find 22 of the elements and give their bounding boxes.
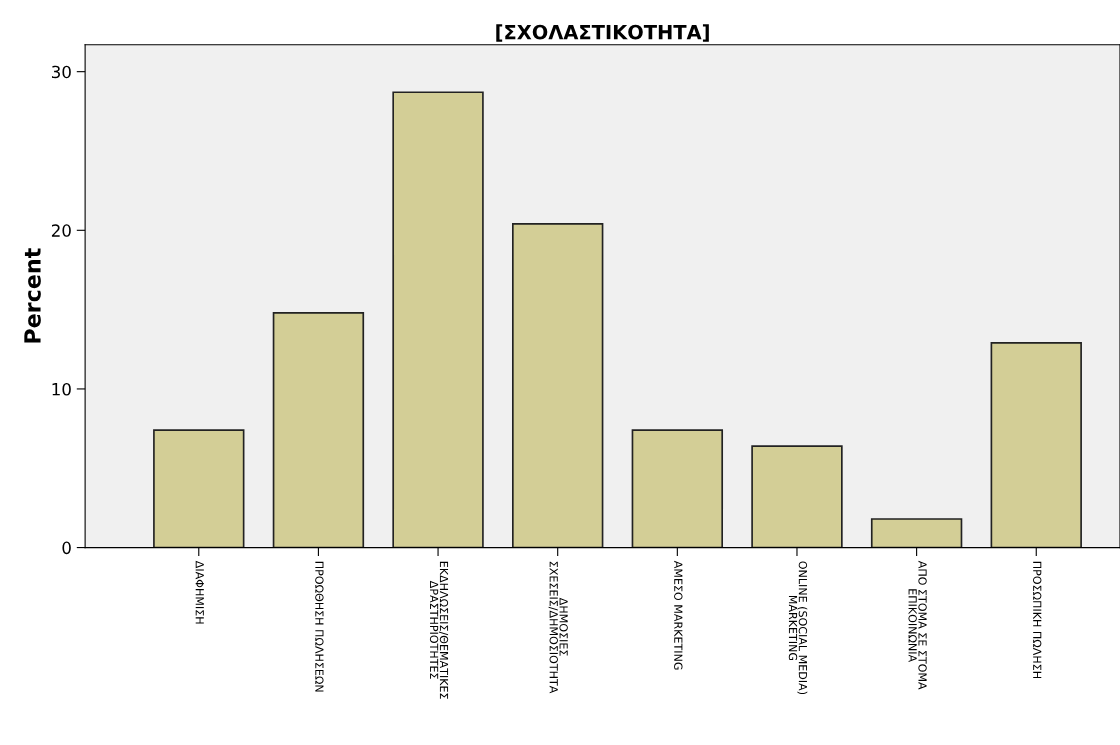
y-tick-label: 10 <box>52 382 71 396</box>
chart-title: [ΣΧΟΛΑΣΤΙΚΟΤΗΤΑ] <box>496 24 709 42</box>
x-tick-label: ΔΗΜΟΣΙΕΣ ΣΧΕΣΕΙΣ/ΔΗΜΟΣΙΟΤΗΤΑ <box>548 561 568 694</box>
x-tick-label: ΑΠΟ ΣΤΟΜΑ ΣΕ ΣΤΟΜΑ ΕΠΙΚΟΙΝΩΝΙΑ <box>908 560 927 690</box>
x-tick-label: ΔΙΑΦΗΜΙΣΗ <box>195 560 204 624</box>
bar <box>990 342 1082 548</box>
x-tick-label: ΕΚΔΗΛΩΣΕΙΣ/ΘΕΜΑΤΙΚΕΣ ΔΡΑΣΤΗΡΙΟΤΗΤΕΣ <box>429 561 449 699</box>
x-tick-label: ONLINE (SOCIAL MEDIA) MARKETING <box>788 561 808 695</box>
bar <box>631 429 724 548</box>
y-tick-label: 0 <box>62 541 71 555</box>
x-tick-label: ΠΡΟΣΩΠΙΚΗ ΠΩΛΗΣΗ <box>1033 561 1042 678</box>
y-tick-label: 30 <box>51 65 71 79</box>
bar <box>511 223 604 548</box>
x-tick-label: ΠΡΟΩΘΗΣΗ ΠΩΛΗΣΕΩΝ <box>315 561 324 692</box>
bar <box>392 91 484 548</box>
y-tick-label: 20 <box>51 224 71 237</box>
bar <box>153 429 245 548</box>
bar <box>751 445 843 548</box>
bar <box>272 311 365 548</box>
bar <box>870 518 963 548</box>
y-axis-title: Percent <box>24 248 41 343</box>
x-tick-label: ΑΜΕΣΟ MARKETING <box>674 560 683 670</box>
